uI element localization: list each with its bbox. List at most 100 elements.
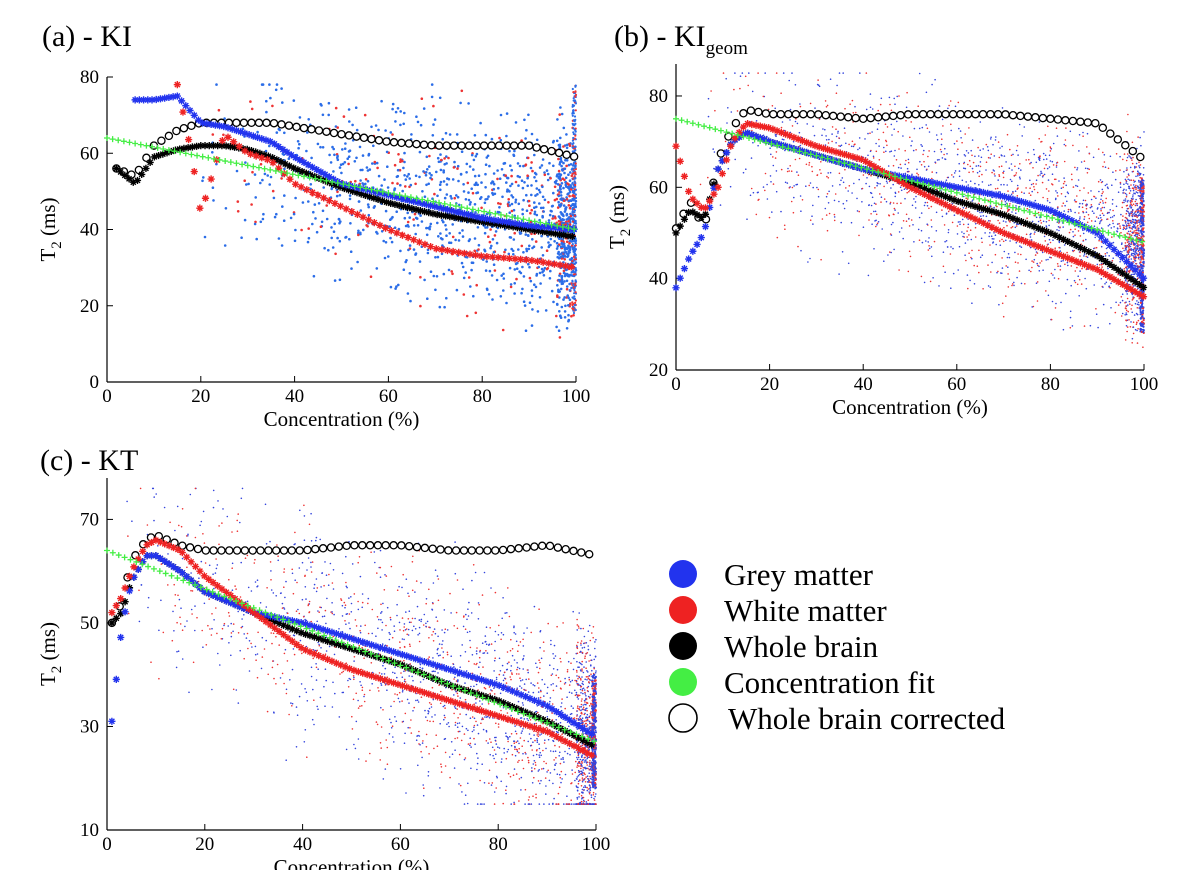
- cloud-point: [873, 248, 875, 250]
- cloud-point: [954, 170, 957, 172]
- cloud-point: [883, 185, 885, 188]
- cloud-point: [203, 235, 207, 239]
- cloud-point: [1064, 144, 1067, 147]
- cloud-point: [1121, 251, 1123, 253]
- cloud-point: [932, 277, 934, 279]
- cloud-point: [1125, 189, 1127, 191]
- cloud-point: [501, 328, 505, 332]
- corrected-point: [164, 131, 174, 141]
- cloud-point: [1001, 145, 1003, 148]
- cloud-point: [442, 171, 446, 174]
- series-point: [226, 143, 234, 151]
- series-point: [401, 195, 409, 203]
- cloud-point: [563, 310, 567, 313]
- cloud-point: [1007, 286, 1010, 288]
- cloud-point: [540, 164, 544, 167]
- cloud-point: [870, 204, 873, 207]
- cloud-point: [249, 100, 252, 103]
- fit-point: [447, 201, 454, 208]
- cloud-point: [817, 195, 820, 198]
- cloud-point: [382, 239, 386, 243]
- cloud-point: [512, 253, 515, 256]
- fit-point: [244, 162, 251, 169]
- corrected-point: [134, 165, 144, 175]
- cloud-point: [1129, 230, 1132, 232]
- cloud-point: [821, 218, 824, 220]
- cloud-point: [833, 213, 836, 216]
- cloud-point: [530, 184, 533, 187]
- cloud-point: [1058, 219, 1060, 222]
- cloud-point: [910, 144, 912, 147]
- cloud-point: [472, 158, 476, 162]
- cloud-point: [573, 177, 576, 180]
- cloud-point: [1130, 243, 1132, 246]
- cloud-point: [552, 139, 555, 143]
- cloud-point: [1079, 255, 1081, 257]
- cloud-point: [306, 131, 309, 134]
- fit-point: [289, 171, 296, 178]
- cloud-point: [572, 218, 575, 221]
- cloud-point: [972, 170, 974, 173]
- cloud-point: [885, 139, 887, 142]
- cloud-point: [1033, 258, 1036, 261]
- cloud-point: [569, 273, 572, 277]
- cloud-point: [504, 248, 507, 252]
- cloud-point: [329, 161, 333, 164]
- cloud-point: [941, 138, 943, 140]
- cloud-point: [315, 230, 319, 234]
- cloud-point: [1135, 166, 1138, 168]
- cloud-point: [783, 224, 786, 227]
- cloud-point: [505, 112, 509, 115]
- cloud-point: [544, 309, 548, 312]
- cloud-point: [978, 184, 980, 186]
- cloud-point: [461, 229, 464, 232]
- cloud-point: [908, 190, 910, 193]
- cloud-point: [1064, 263, 1066, 266]
- cloud-point: [472, 168, 475, 171]
- cloud-point: [925, 124, 927, 126]
- cloud-point: [418, 150, 422, 154]
- cloud-point: [557, 200, 560, 204]
- series-point: [133, 176, 142, 185]
- cloud-point: [1122, 158, 1124, 161]
- cloud-point: [1132, 332, 1135, 335]
- cloud-point: [1139, 238, 1142, 241]
- series-point: [285, 162, 294, 170]
- cloud-point: [1123, 268, 1126, 270]
- cloud-point: [223, 244, 227, 247]
- cloud-point: [1003, 155, 1006, 157]
- series-point: [378, 197, 386, 205]
- cloud-point: [1035, 179, 1038, 181]
- cloud-point: [509, 285, 513, 289]
- series-point: [281, 160, 289, 168]
- cloud-point: [1140, 222, 1143, 225]
- cloud-point: [1077, 230, 1080, 232]
- cloud-point: [399, 183, 402, 187]
- cloud-point: [1130, 321, 1132, 323]
- cloud-point: [914, 201, 917, 203]
- cloud-point: [1050, 272, 1053, 275]
- cloud-point: [542, 274, 546, 277]
- series-point: [567, 263, 575, 271]
- corrected-point: [337, 129, 346, 139]
- cloud-point: [885, 180, 888, 183]
- cloud-point: [970, 238, 973, 241]
- cloud-point: [1057, 195, 1059, 197]
- cloud-point: [343, 147, 347, 150]
- cloud-point: [1005, 161, 1007, 163]
- cloud-point: [331, 145, 334, 149]
- cloud-point: [1135, 312, 1138, 315]
- series-point: [545, 223, 553, 231]
- cloud-point: [1052, 274, 1054, 276]
- cloud-point: [563, 246, 567, 250]
- cloud-point: [944, 271, 946, 274]
- cloud-point: [571, 114, 574, 117]
- cloud-point: [964, 242, 967, 244]
- cloud-point: [556, 118, 559, 121]
- cloud-point: [563, 254, 566, 257]
- cloud-point: [713, 151, 716, 153]
- cloud-point: [489, 228, 492, 231]
- cloud-point: [1001, 302, 1004, 305]
- cloud-point: [1002, 315, 1005, 318]
- cloud-point: [371, 186, 375, 189]
